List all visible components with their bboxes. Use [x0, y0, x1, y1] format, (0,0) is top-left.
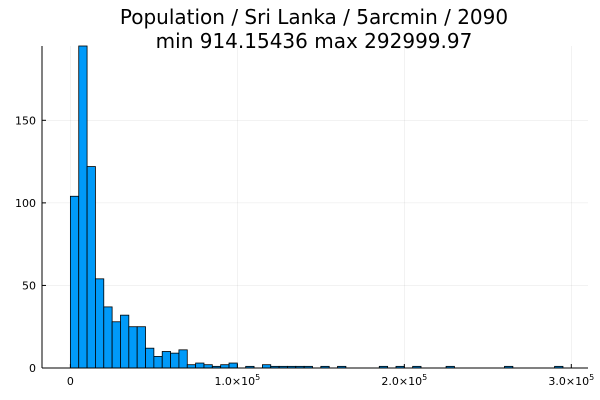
x-tick-label-0: 0: [67, 375, 74, 388]
histogram-bar-19: [228, 362, 238, 369]
y-tick-label-1: 50: [22, 279, 36, 292]
histogram-bar-15: [195, 362, 205, 369]
y-tick-label-3: 150: [15, 114, 36, 127]
histogram-bar-0: [69, 195, 80, 369]
histogram-bar-11: [161, 351, 171, 369]
histogram-bar-12: [170, 352, 180, 369]
y-tick-label-0: 0: [29, 362, 36, 375]
histogram-bar-2: [86, 166, 96, 369]
y-tick-label-2: 100: [15, 197, 36, 210]
histogram-bars: [69, 45, 564, 369]
x-tick-label-2: 2.0×105: [381, 373, 427, 388]
histogram-bar-7: [128, 326, 138, 369]
histogram-bar-13: [178, 349, 188, 369]
histogram-bar-6: [120, 314, 130, 369]
histogram-bar-3: [95, 278, 105, 369]
chart-title-line2: min 914.15436 max 292999.97: [156, 29, 473, 53]
chart-title-line1: Population / Sri Lanka / 5arcmin / 2090: [120, 5, 508, 29]
histogram-bar-4: [103, 306, 113, 369]
histogram-bar-8: [136, 326, 146, 369]
axes: [41, 46, 588, 369]
histogram-bar-9: [145, 347, 155, 369]
histogram-bar-10: [153, 356, 163, 369]
x-tick-label-3: 3.0×105: [548, 373, 594, 388]
x-tick-label-1: 1.0×105: [214, 373, 260, 388]
histogram-bar-1: [78, 45, 88, 369]
y-axis-ticks: 0 50 100 150: [15, 114, 46, 375]
x-axis-ticks: 0 1.0×105 2.0×105 3.0×105: [67, 364, 594, 388]
histogram-bar-5: [111, 321, 121, 369]
